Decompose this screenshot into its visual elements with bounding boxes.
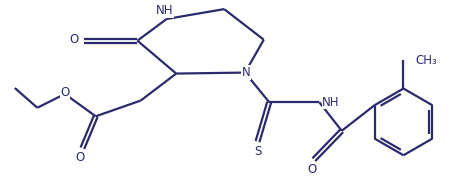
Text: N: N: [242, 66, 250, 79]
Text: CH₃: CH₃: [415, 54, 437, 67]
Text: O: O: [307, 163, 317, 176]
Text: O: O: [76, 151, 85, 164]
Text: O: O: [69, 33, 79, 46]
Text: S: S: [254, 145, 261, 158]
Text: NH: NH: [322, 96, 340, 109]
Text: NH: NH: [156, 4, 173, 17]
Text: O: O: [60, 86, 69, 100]
